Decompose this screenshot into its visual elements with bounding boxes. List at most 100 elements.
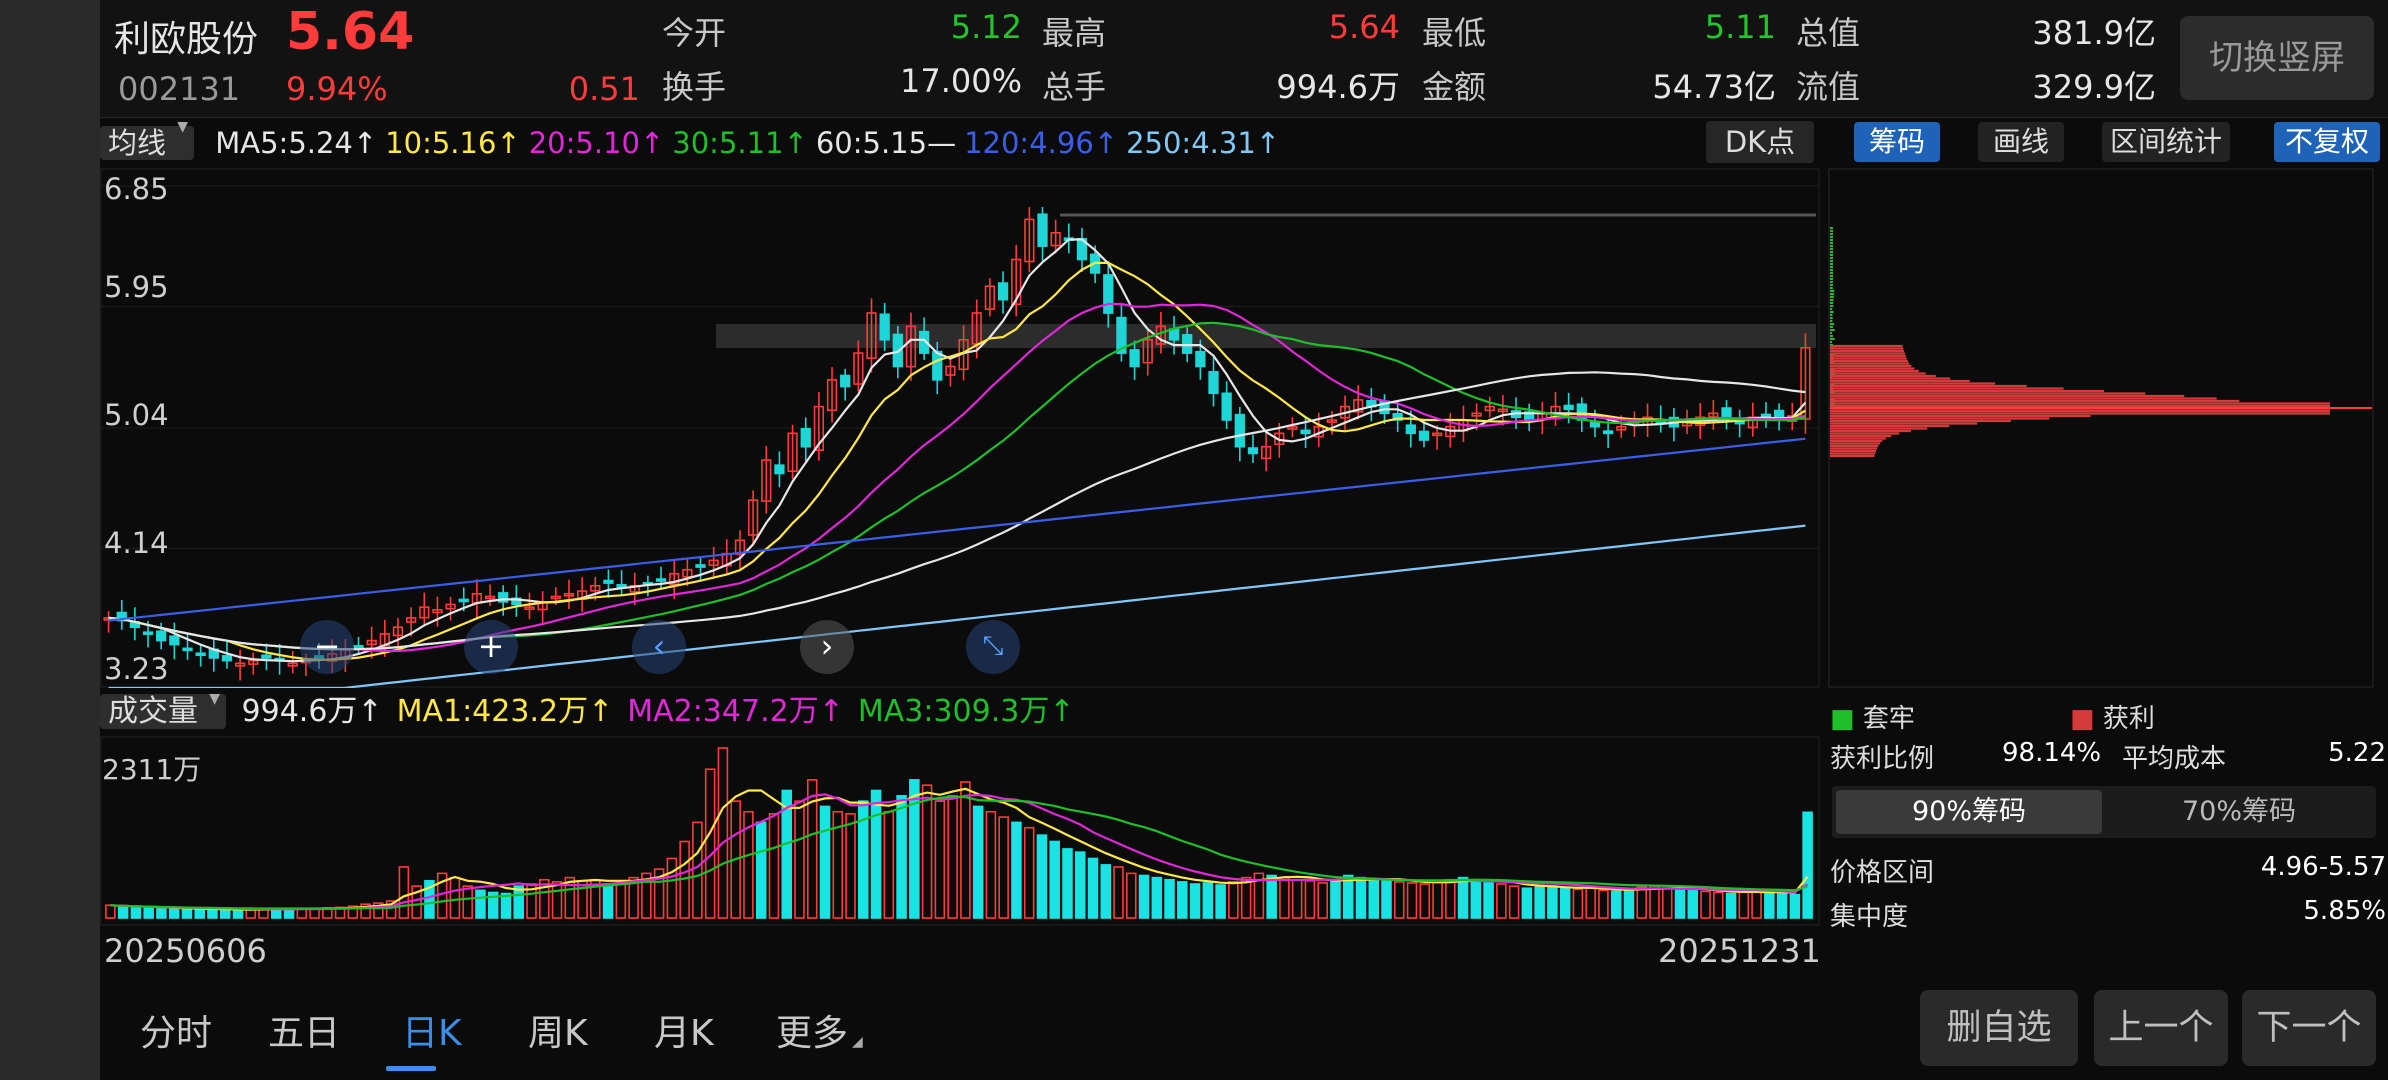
zoom-in-icon[interactable]: + (464, 620, 518, 674)
volume-bar (1650, 886, 1659, 918)
candle-body (170, 636, 179, 644)
chip-tab-0[interactable]: 90%筹码 (1836, 790, 2102, 834)
volume-bar (1089, 859, 1098, 919)
trapped-label: 套牢 (1863, 704, 1915, 734)
volume-bar (795, 801, 804, 918)
volume-bar (910, 780, 919, 918)
volume-mode-select[interactable]: 成交量 ▼ (100, 694, 226, 729)
quote-field-label: 最低 (1422, 8, 1486, 54)
previous-stock-button[interactable]: 上一个 (2094, 990, 2228, 1066)
ma-value-0: MA5:5.24↑ (215, 126, 377, 160)
chip-tab-1[interactable]: 70%筹码 (2106, 790, 2372, 834)
candle-body (459, 599, 468, 601)
candle-body (183, 648, 192, 650)
candle-body (1130, 350, 1139, 367)
switch-portrait-button[interactable]: 切换竖屏 (2180, 16, 2374, 100)
price-tick: 5.95 (104, 270, 169, 304)
quote-field-value: 381.9亿 (1856, 8, 2156, 54)
candle-body (1591, 422, 1600, 426)
volume-bar (872, 791, 881, 919)
period-tab-0[interactable]: 分时 (140, 1004, 212, 1056)
volume-bar (1037, 835, 1046, 918)
quote-field-value: 17.00% (722, 62, 1022, 100)
volume-bar (718, 748, 727, 918)
volume-values: 994.6万↑ MA1:423.2万↑ MA2:347.2万↑ MA3:309.3万↑ (236, 694, 1075, 729)
candle-body (604, 581, 613, 584)
period-tab-1[interactable]: 五日 (268, 1004, 340, 1056)
volume-bar (1433, 882, 1442, 918)
candle-body (1104, 275, 1113, 313)
chip-percent-tabs: 90%筹码 70%筹码 (1832, 786, 2376, 838)
candle-body (354, 646, 363, 648)
volume-bar (1191, 884, 1200, 918)
volume-bar (1140, 876, 1149, 919)
concentration-value: 5.85% (2303, 896, 2386, 926)
volume-bar (1727, 894, 1736, 918)
volume-bar (1395, 882, 1404, 918)
chips-button[interactable]: 筹码 (1854, 122, 1940, 162)
volume-bar (948, 796, 957, 918)
volume-bar (1357, 878, 1366, 918)
quote-field-label: 今开 (662, 8, 726, 54)
period-tab-3[interactable]: 周K (528, 1004, 588, 1056)
range-stats-button[interactable]: 区间统计 (2102, 122, 2230, 162)
volume-bar (553, 882, 562, 918)
no-adjust-button[interactable]: 不复权 (2274, 122, 2380, 162)
volume-bar (1382, 881, 1391, 918)
candle-body (196, 653, 205, 655)
quote-field-label: 金额 (1422, 62, 1486, 108)
ma-value-3: 30:5.11↑ (672, 126, 808, 160)
volume-bar (1012, 822, 1021, 918)
volume-bar (1573, 889, 1582, 918)
period-tab-2[interactable]: 日K (402, 1004, 462, 1056)
volume-bar (884, 812, 893, 918)
kline-chart[interactable] (100, 168, 1820, 688)
volume-bar (1229, 882, 1238, 918)
zoom-out-icon[interactable]: − (300, 620, 354, 674)
volume-legend-bar: 成交量 ▼ 994.6万↑ MA1:423.2万↑ MA2:347.2万↑ MA3:30… (100, 690, 1820, 734)
candle-body (1604, 431, 1613, 433)
price-range-row: 价格区间 4.96-5.57 (1830, 852, 2386, 889)
volume-bar (1714, 893, 1723, 919)
candle-body (157, 631, 166, 640)
volume-bar (999, 817, 1008, 918)
ma-line-MA5 (109, 240, 1806, 662)
more-triangle-icon: ◢ (852, 1034, 863, 1050)
scroll-left-icon[interactable]: ‹ (632, 620, 686, 674)
next-stock-button[interactable]: 下一个 (2242, 990, 2376, 1066)
volume-bar (1025, 828, 1034, 918)
dk-point-button[interactable]: DK点 (1706, 121, 1814, 163)
price-tick: 3.23 (104, 652, 169, 686)
volume-bar (1612, 891, 1621, 918)
volume-bar (1242, 878, 1251, 918)
price-range-label: 价格区间 (1830, 858, 1934, 888)
volume-bar (1548, 886, 1557, 918)
draw-line-button[interactable]: 画线 (1978, 122, 2064, 162)
delete-watchlist-button[interactable]: 删自选 (1920, 990, 2078, 1066)
ma-values: MA5:5.24↑ 10:5.16↑ 20:5.10↑ 30:5.11↑ 60:5.15… (203, 126, 1280, 160)
quote-field-label: 总值 (1796, 8, 1860, 54)
volume-bar (693, 822, 702, 918)
volume-bar (106, 905, 115, 918)
volume-bar (399, 867, 408, 918)
volume-bar (157, 908, 166, 918)
period-tab-5[interactable]: 更多 (776, 1004, 848, 1056)
volume-chart[interactable] (100, 736, 1820, 926)
volume-value-2: MA2:347.2万↑ (627, 694, 844, 729)
volume-bar (1599, 890, 1608, 918)
scroll-right-icon[interactable]: › (800, 620, 854, 674)
quote-field-value: 5.12 (722, 8, 1022, 46)
volume-bar (1688, 890, 1697, 918)
volume-bar (476, 890, 485, 918)
volume-bar (1586, 888, 1595, 918)
volume-bar (1446, 880, 1455, 918)
volume-bar (986, 812, 995, 918)
candle-body (999, 283, 1008, 300)
collapse-icon[interactable]: ⤡ (966, 620, 1020, 674)
period-tab-4[interactable]: 月K (654, 1004, 714, 1056)
indicator-mode-select[interactable]: 均线 ▼ (100, 126, 194, 160)
dropdown-triangle-icon: ▼ (177, 102, 188, 152)
chip-distribution-chart (1828, 168, 2374, 688)
volume-bar (1063, 849, 1072, 918)
period-tabs: 分时 五日 日K 周K 月K 更多 ◢ (100, 990, 1000, 1080)
